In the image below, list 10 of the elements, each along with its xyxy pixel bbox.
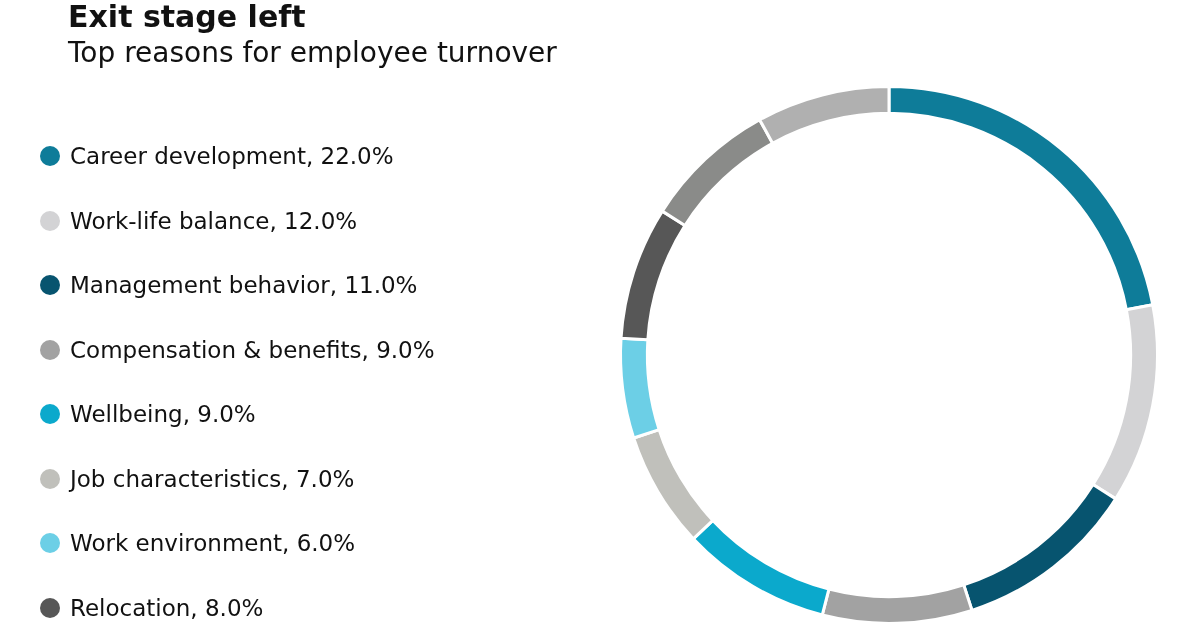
legend-label: Relocation, 8.0% [70,594,264,621]
chart-subtitle: Top reasons for employee turnover [68,36,557,70]
legend-label: Compensation & benefits, 9.0% [70,336,435,363]
legend-label: Career development, 22.0% [70,143,394,170]
legend-label: Management behavior, 11.0% [70,272,418,299]
legend-label: Work environment, 6.0% [70,530,356,557]
legend-label: Work-life balance, 12.0% [70,207,358,234]
legend-label: Job characteristics, 7.0% [70,465,355,492]
chart-title: Exit stage left [68,0,306,34]
legend-label: Wellbeing, 9.0% [70,401,256,428]
